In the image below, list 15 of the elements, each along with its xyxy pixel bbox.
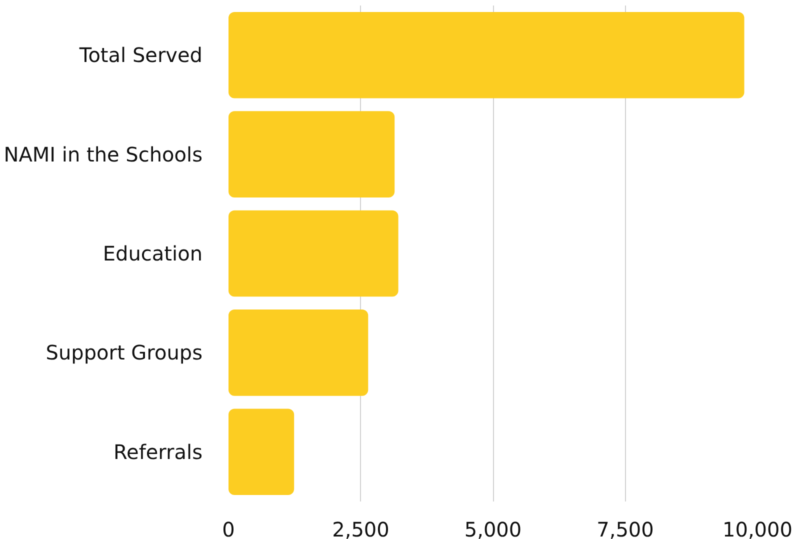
y-tick-label: Support Groups xyxy=(46,340,203,365)
x-tick-label: 2,500 xyxy=(332,518,390,539)
y-tick-label: Education xyxy=(102,242,203,266)
bar xyxy=(228,12,744,98)
y-tick-label: Referrals xyxy=(114,440,203,464)
x-tick-label: 7,500 xyxy=(596,518,654,539)
y-tick-label: NAMI in the Schools xyxy=(4,142,203,166)
bar xyxy=(228,408,294,496)
y-tick-label: Total Served xyxy=(78,43,202,68)
bar xyxy=(228,210,398,297)
x-tick-label: 5,000 xyxy=(464,518,522,539)
bar xyxy=(228,111,395,198)
x-tick-label: 0 xyxy=(222,518,235,539)
x-tick-label: 10,000 xyxy=(722,518,792,539)
bar xyxy=(228,310,368,396)
